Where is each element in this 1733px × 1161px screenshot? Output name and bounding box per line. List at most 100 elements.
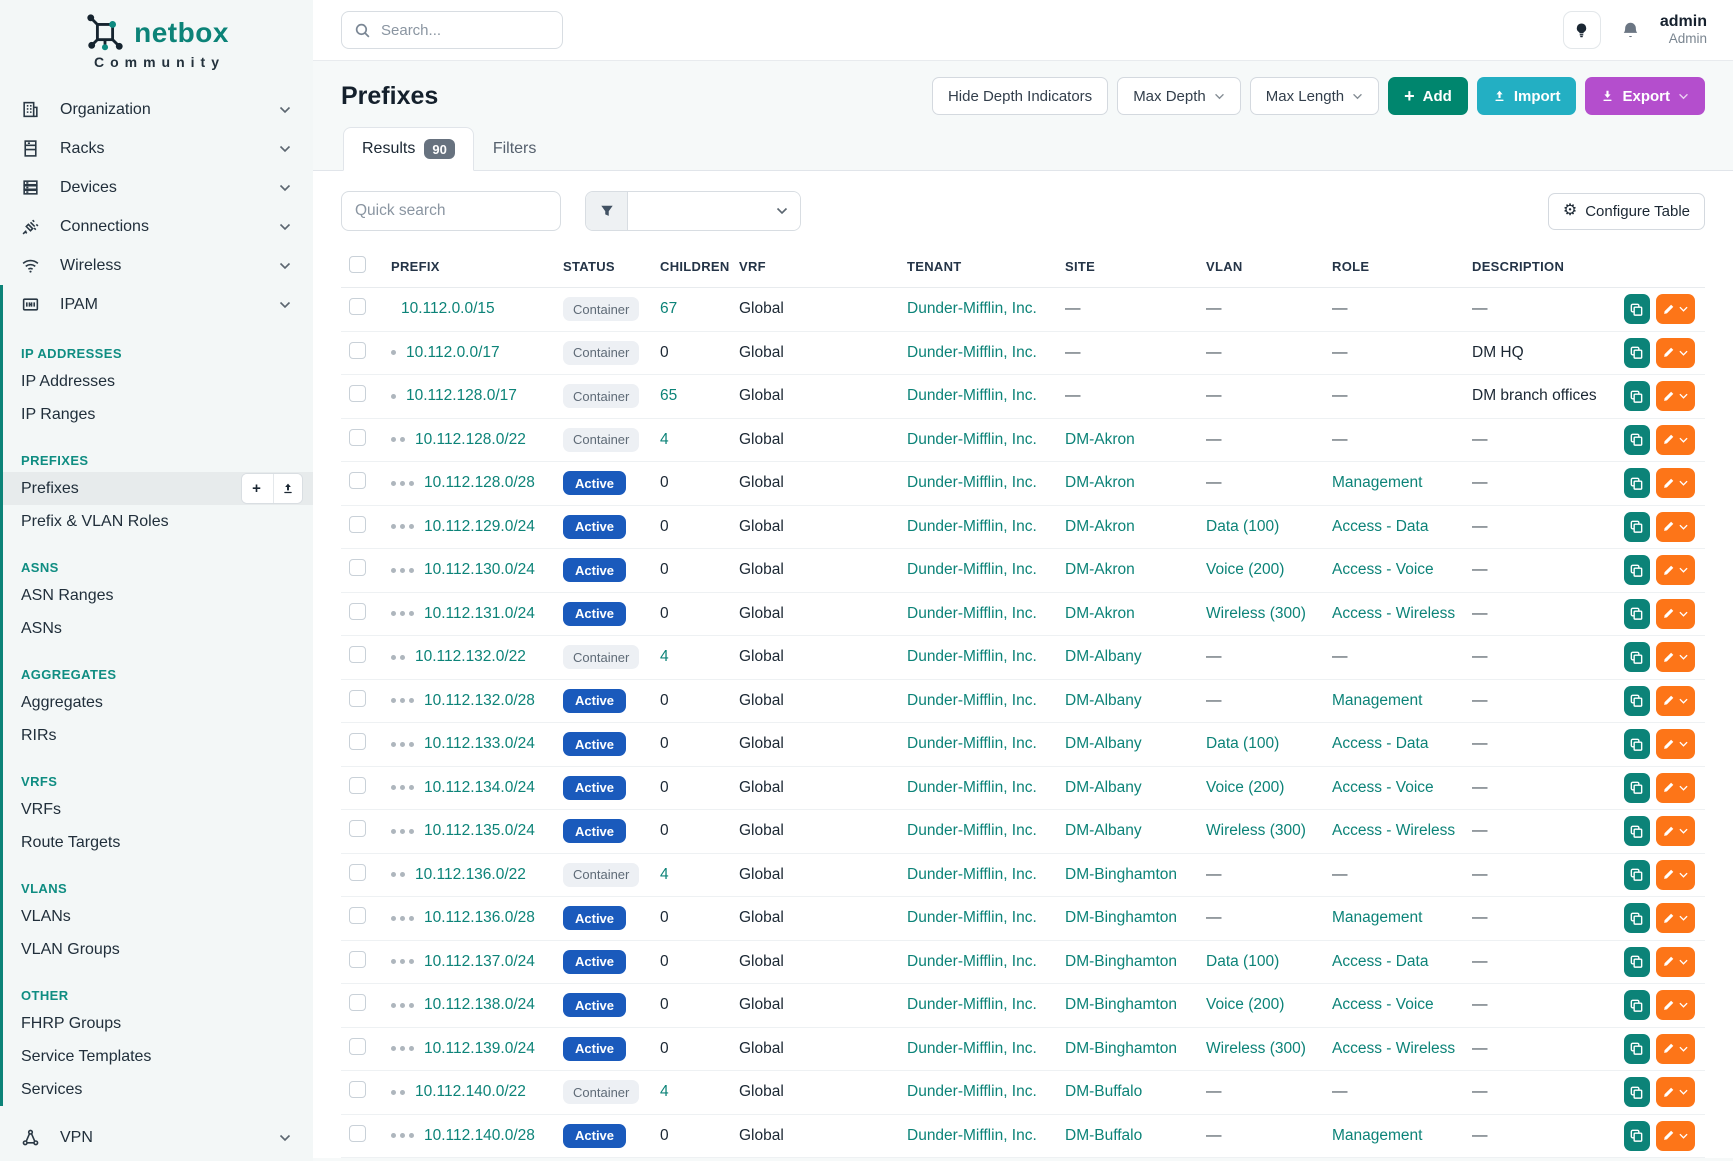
role-link[interactable]: Access - Voice	[1332, 996, 1434, 1013]
sidebar-item-wireless[interactable]: Wireless	[0, 246, 313, 285]
vlan-link[interactable]: Data (100)	[1206, 518, 1279, 535]
sidebar-item-ip-ranges[interactable]: IP Ranges	[3, 398, 313, 431]
prefix-link[interactable]: 10.112.130.0/24	[424, 561, 535, 579]
column-header-description[interactable]: DESCRIPTION	[1464, 247, 1616, 288]
search-input[interactable]	[381, 22, 550, 39]
children-count[interactable]: 65	[660, 387, 677, 404]
sidebar-item-devices[interactable]: Devices	[0, 168, 313, 207]
vlan-link[interactable]: Wireless (300)	[1206, 822, 1306, 839]
edit-dropdown-button[interactable]	[1656, 903, 1696, 933]
role-link[interactable]: Access - Data	[1332, 518, 1428, 535]
row-checkbox[interactable]	[349, 559, 366, 576]
column-header-role[interactable]: ROLE	[1324, 247, 1464, 288]
sidebar-item-ipam[interactable]: IPAM	[3, 285, 313, 324]
vlan-link[interactable]: Data (100)	[1206, 735, 1279, 752]
prefix-link[interactable]: 10.112.128.0/17	[406, 387, 517, 405]
clone-button[interactable]	[1624, 903, 1650, 933]
role-link[interactable]: Management	[1332, 1127, 1422, 1144]
prefix-link[interactable]: 10.112.128.0/22	[415, 431, 526, 449]
row-checkbox[interactable]	[349, 1125, 366, 1142]
select-all-checkbox[interactable]	[349, 256, 366, 273]
row-checkbox[interactable]	[349, 907, 366, 924]
site-link[interactable]: DM-Akron	[1065, 431, 1135, 448]
prefix-link[interactable]: 10.112.135.0/24	[424, 822, 535, 840]
clone-button[interactable]	[1624, 381, 1650, 411]
edit-dropdown-button[interactable]	[1656, 816, 1696, 846]
edit-dropdown-button[interactable]	[1656, 1121, 1696, 1151]
children-count[interactable]: 4	[660, 1083, 669, 1100]
tenant-link[interactable]: Dunder-Mifflin, Inc.	[907, 1083, 1037, 1100]
prefix-link[interactable]: 10.112.131.0/24	[424, 605, 535, 623]
tenant-link[interactable]: Dunder-Mifflin, Inc.	[907, 866, 1037, 883]
prefix-link[interactable]: 10.112.129.0/24	[424, 518, 535, 536]
tab-filters[interactable]: Filters	[474, 127, 556, 170]
children-count[interactable]: 4	[660, 648, 669, 665]
site-link[interactable]: DM-Akron	[1065, 518, 1135, 535]
user-menu[interactable]: admin Admin	[1660, 13, 1707, 47]
row-checkbox[interactable]	[349, 385, 366, 402]
clone-button[interactable]	[1624, 1121, 1650, 1151]
row-checkbox[interactable]	[349, 994, 366, 1011]
column-header-children[interactable]: CHILDREN	[652, 247, 731, 288]
sidebar-item-rirs[interactable]: RIRs	[3, 719, 313, 752]
clone-button[interactable]	[1624, 773, 1650, 803]
column-header-vlan[interactable]: VLAN	[1198, 247, 1324, 288]
role-link[interactable]: Access - Data	[1332, 735, 1428, 752]
sidebar-item-virtualization[interactable]: Virtualization	[0, 1157, 313, 1161]
edit-dropdown-button[interactable]	[1656, 773, 1696, 803]
site-link[interactable]: DM-Akron	[1065, 561, 1135, 578]
clone-button[interactable]	[1624, 729, 1650, 759]
edit-dropdown-button[interactable]	[1656, 860, 1696, 890]
tenant-link[interactable]: Dunder-Mifflin, Inc.	[907, 735, 1037, 752]
site-link[interactable]: DM-Buffalo	[1065, 1083, 1142, 1100]
site-link[interactable]: DM-Binghamton	[1065, 866, 1177, 883]
clone-button[interactable]	[1624, 512, 1650, 542]
row-checkbox[interactable]	[349, 646, 366, 663]
prefix-link[interactable]: 10.112.0.0/15	[401, 300, 495, 318]
sidebar-item-vlan-groups[interactable]: VLAN Groups	[3, 933, 313, 966]
edit-dropdown-button[interactable]	[1656, 686, 1696, 716]
tenant-link[interactable]: Dunder-Mifflin, Inc.	[907, 344, 1037, 361]
tenant-link[interactable]: Dunder-Mifflin, Inc.	[907, 605, 1037, 622]
site-link[interactable]: DM-Binghamton	[1065, 1040, 1177, 1057]
role-link[interactable]: Access - Data	[1332, 953, 1428, 970]
sidebar-item-services[interactable]: Services	[3, 1073, 313, 1106]
row-checkbox[interactable]	[349, 733, 366, 750]
column-header-site[interactable]: SITE	[1057, 247, 1198, 288]
clone-button[interactable]	[1624, 468, 1650, 498]
theme-toggle-button[interactable]	[1563, 11, 1601, 49]
edit-dropdown-button[interactable]	[1656, 294, 1696, 324]
role-link[interactable]: Access - Wireless	[1332, 1040, 1455, 1057]
sidebar-item-aggregates[interactable]: Aggregates	[3, 686, 313, 719]
filter-button[interactable]	[586, 192, 628, 230]
quick-import-button[interactable]	[273, 474, 302, 503]
edit-dropdown-button[interactable]	[1656, 425, 1696, 455]
site-link[interactable]: DM-Albany	[1065, 735, 1142, 752]
tenant-link[interactable]: Dunder-Mifflin, Inc.	[907, 1127, 1037, 1144]
tenant-link[interactable]: Dunder-Mifflin, Inc.	[907, 387, 1037, 404]
row-checkbox[interactable]	[349, 864, 366, 881]
tenant-link[interactable]: Dunder-Mifflin, Inc.	[907, 300, 1037, 317]
column-header-tenant[interactable]: TENANT	[899, 247, 1057, 288]
clone-button[interactable]	[1624, 294, 1650, 324]
quick-search-input[interactable]	[341, 191, 561, 231]
role-link[interactable]: Management	[1332, 909, 1422, 926]
clone-button[interactable]	[1624, 425, 1650, 455]
clone-button[interactable]	[1624, 555, 1650, 585]
row-checkbox[interactable]	[349, 951, 366, 968]
row-checkbox[interactable]	[349, 429, 366, 446]
edit-dropdown-button[interactable]	[1656, 642, 1696, 672]
clone-button[interactable]	[1624, 947, 1650, 977]
prefix-link[interactable]: 10.112.140.0/28	[424, 1127, 535, 1145]
column-header-vrf[interactable]: VRF	[731, 247, 899, 288]
max-depth-dropdown[interactable]: Max Depth	[1117, 77, 1241, 115]
row-checkbox[interactable]	[349, 342, 366, 359]
max-length-dropdown[interactable]: Max Length	[1250, 77, 1379, 115]
hide-depth-indicators-button[interactable]: Hide Depth Indicators	[932, 77, 1108, 115]
row-checkbox[interactable]	[349, 690, 366, 707]
prefix-link[interactable]: 10.112.0.0/17	[406, 344, 500, 362]
vlan-link[interactable]: Wireless (300)	[1206, 605, 1306, 622]
tenant-link[interactable]: Dunder-Mifflin, Inc.	[907, 1040, 1037, 1057]
role-link[interactable]: Access - Wireless	[1332, 605, 1455, 622]
sidebar-item-service-templates[interactable]: Service Templates	[3, 1040, 313, 1073]
